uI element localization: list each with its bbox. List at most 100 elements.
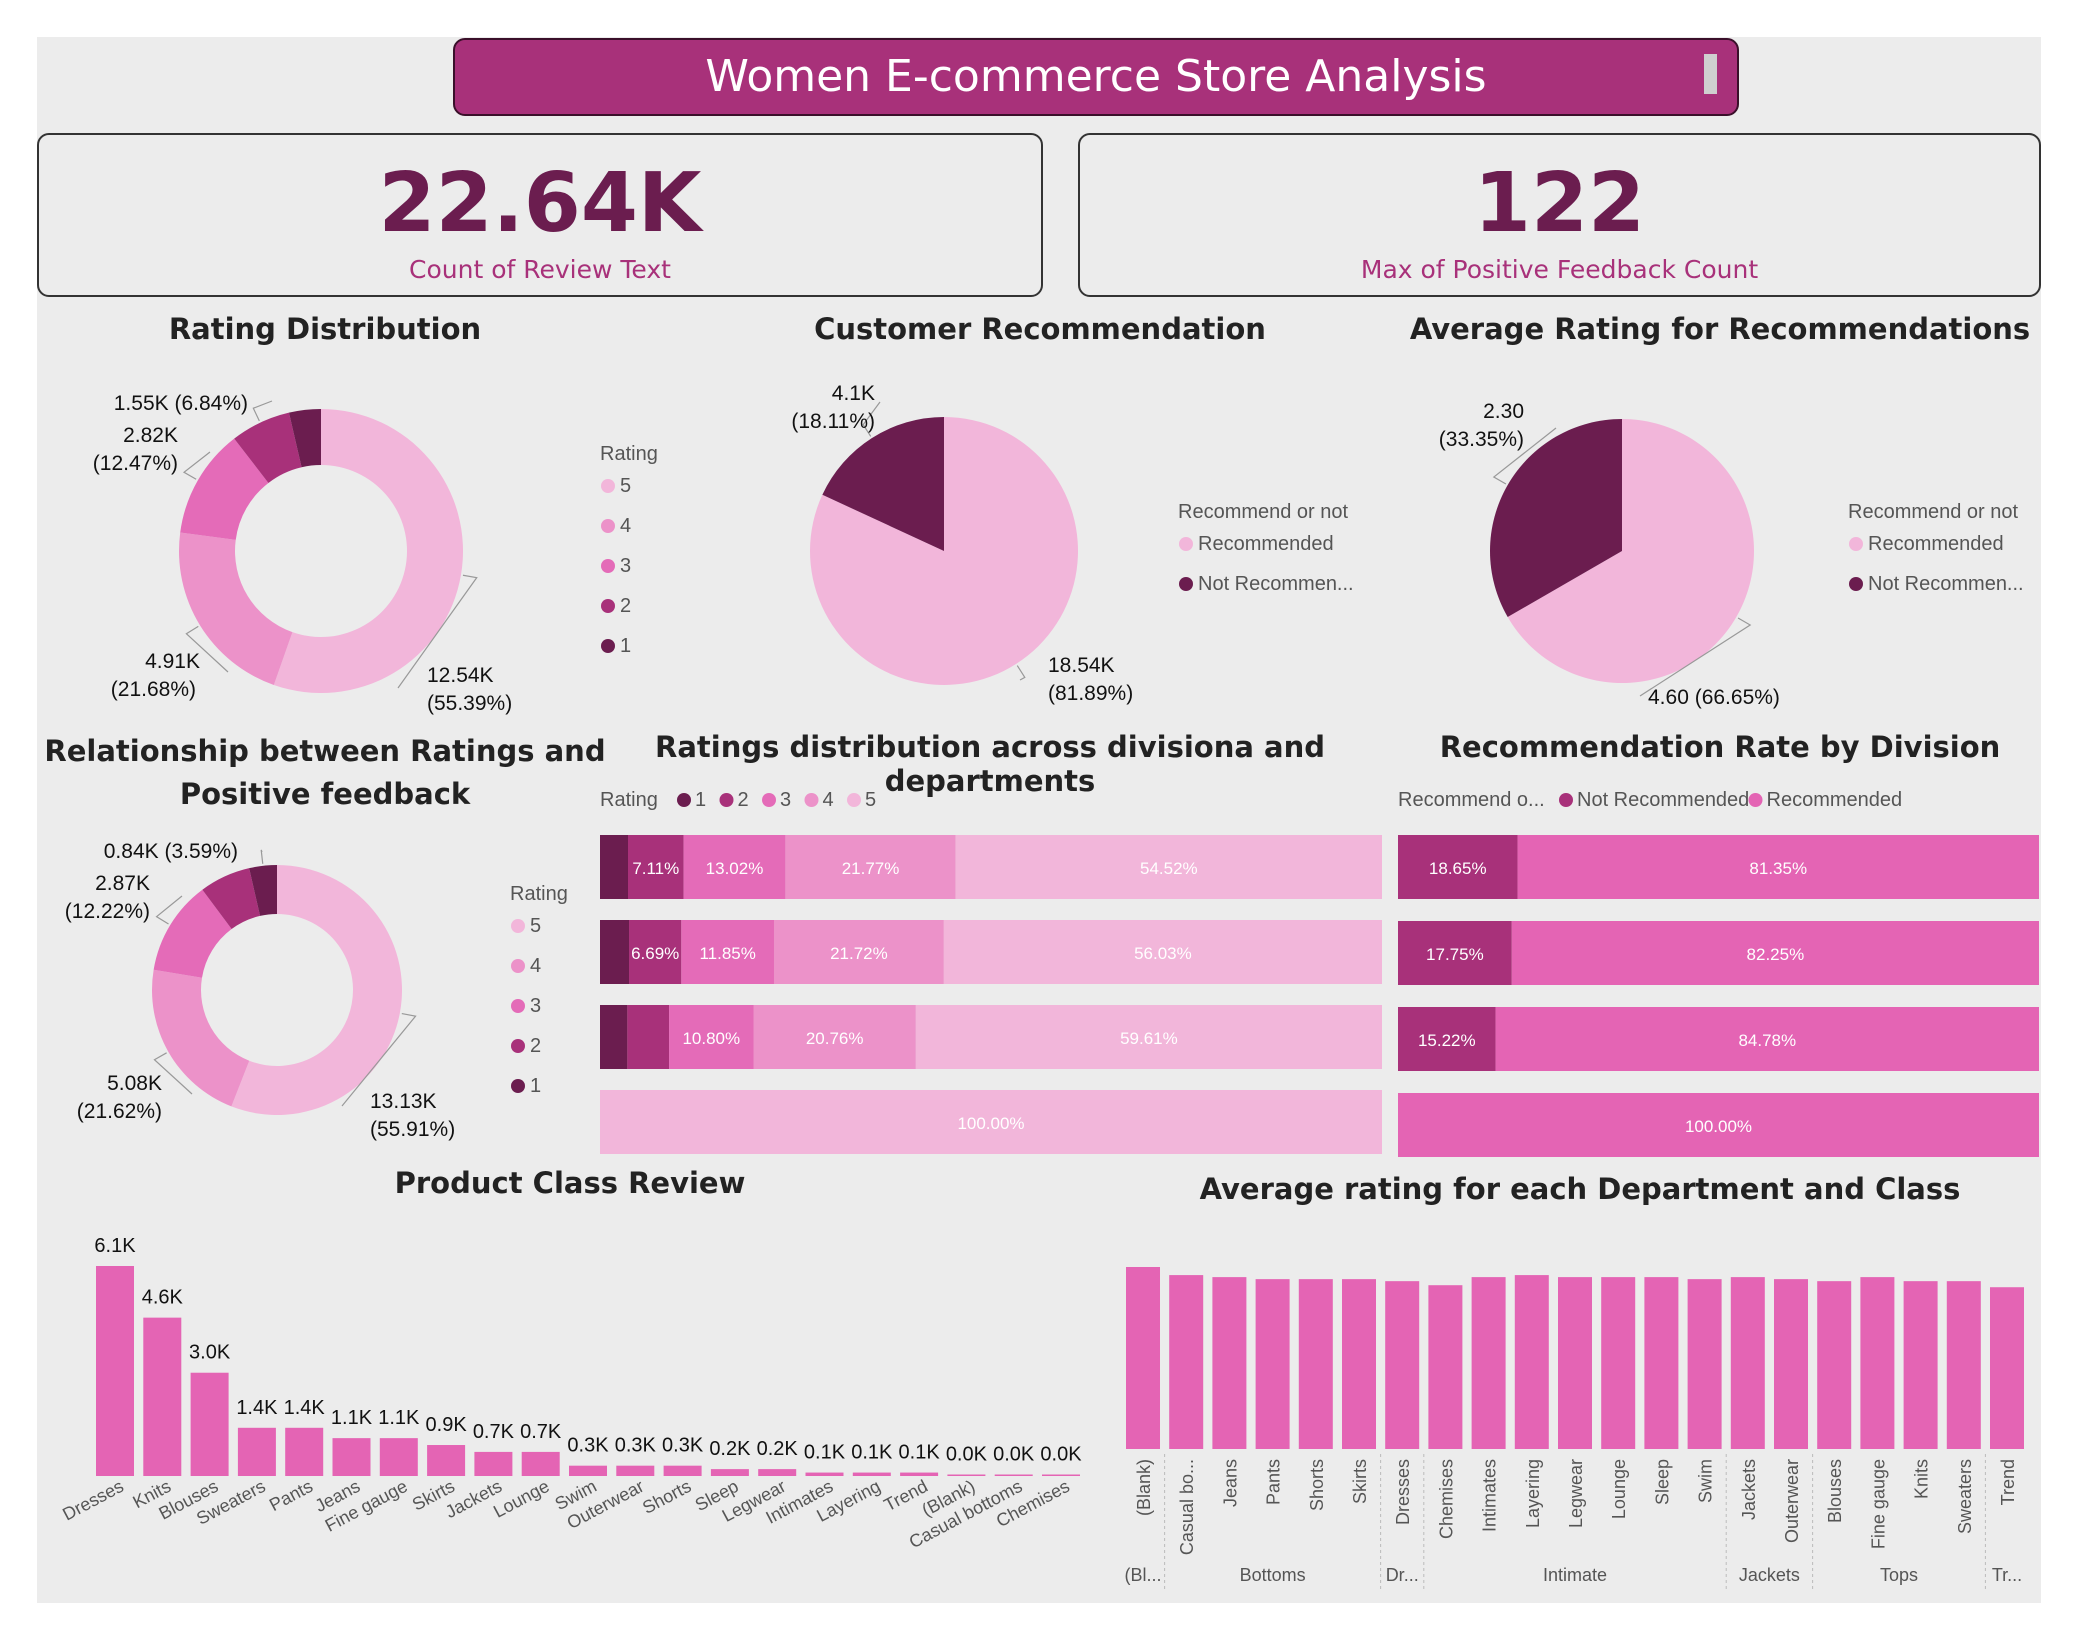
class-review-bar <box>852 1472 891 1476</box>
rating_feedback-leader-line <box>153 1052 193 1095</box>
ratings_div-legend-entry: 4 <box>823 789 834 811</box>
avg-dept-class-bar <box>1514 1275 1549 1449</box>
ratings_div-bar-segment <box>627 835 684 899</box>
cust_rec-legend-entry: Not Recommen... <box>1198 573 1354 595</box>
rec_div-segment-label: 18.65% <box>1429 859 1487 878</box>
rating_feedback-legend-swatch <box>511 919 525 933</box>
avg_rating_rec-data-label: 4.60 (66.65%) <box>1648 686 1780 709</box>
rating_feedback-legend-entry: 2 <box>530 1035 541 1057</box>
ratings_div-bar-segment <box>600 920 630 984</box>
class-review-value-label: 0.7K <box>473 1421 515 1443</box>
rating_feedback-legend-entry: 3 <box>530 995 541 1017</box>
avg-dept-class-bar <box>1903 1281 1938 1449</box>
rating_feedback-legend-entry: 1 <box>530 1075 541 1097</box>
avg-dept-class-category-label: Outerwear <box>1782 1459 1802 1543</box>
class-review-bar <box>379 1438 418 1476</box>
avg-dept-class-category-label: Lounge <box>1609 1459 1629 1519</box>
cust_rec-slice-not-recommended <box>822 417 944 551</box>
rating_dist-data-label: (21.68%) <box>111 678 196 701</box>
avg-dept-class-category-label: Sleep <box>1652 1459 1672 1505</box>
avg_rating_rec-data-label: (33.35%) <box>1439 428 1524 451</box>
class-review-bar <box>710 1469 749 1476</box>
avg-dept-class-bar <box>1774 1279 1808 1449</box>
kpi-value: 122 <box>1473 156 1646 251</box>
rating_dist-slice-1 <box>288 409 321 468</box>
title-scrollbar[interactable] <box>1704 54 1717 94</box>
ratings_div-bar-segment <box>600 1005 628 1069</box>
class-review-title: Product Class Review <box>394 1166 746 1200</box>
class-review-bar <box>332 1438 371 1476</box>
ratings_div-legend-entry: 5 <box>865 789 876 811</box>
kpi-card-review-count: 22.64K Count of Review Text <box>37 133 1043 297</box>
cust_rec-data-label: (18.11%) <box>791 410 875 433</box>
rating-feedback-title: Relationship between Ratings and Positiv… <box>40 730 610 816</box>
ratings_div-legend-swatch <box>847 793 861 807</box>
avg-dept-class-bar <box>1817 1281 1852 1449</box>
avg_rating_rec-legend-swatch <box>1849 577 1863 591</box>
cust_rec-slice-recommended <box>810 417 1078 685</box>
class-review-value-label: 0.1K <box>851 1442 893 1464</box>
avg-dept-class-bar <box>1730 1277 1765 1449</box>
rec_div-legend-swatch <box>1748 793 1763 807</box>
rating_dist-data-label: (12.47%) <box>93 452 178 475</box>
ratings_div-bar-segment <box>600 835 628 899</box>
rating_dist-slice-3 <box>180 438 269 540</box>
rec_div-bar-segment <box>1495 1007 2039 1071</box>
rec_div-legend-entry: Not Recommended <box>1577 789 1749 811</box>
avg-dept-class-category-label: Jackets <box>1739 1459 1759 1520</box>
class-review-bar <box>900 1472 939 1476</box>
ratings_div-legend-entry: 2 <box>738 789 749 811</box>
cust_rec-legend-entry: Recommended <box>1198 533 1334 555</box>
avg-dept-class-bar <box>1342 1279 1376 1449</box>
rating_feedback-legend-entry: 4 <box>530 955 541 977</box>
class-review-bar <box>663 1465 702 1476</box>
rating_dist-legend-swatch <box>601 599 615 613</box>
ratings_div-legend-swatch <box>677 793 691 807</box>
rating_dist-legend-title: Rating <box>600 443 658 465</box>
rec_div-bar-segment <box>1517 835 2039 899</box>
ratings_div-bar-segment <box>681 920 774 984</box>
class-review-bar <box>96 1266 134 1476</box>
ratings_div-legend-swatch <box>804 793 819 807</box>
rating-dist-title: Rating Distribution <box>168 312 482 346</box>
rec_div-segment-label: 81.35% <box>1749 859 1807 878</box>
avg-dept-class-category-label: Shorts <box>1307 1459 1327 1511</box>
rating_feedback-data-label: (21.62%) <box>77 1100 162 1123</box>
class-review-value-label: 6.1K <box>94 1235 136 1257</box>
rating_dist-leader-line <box>252 400 273 422</box>
rating_dist-legend-entry: 4 <box>620 515 631 537</box>
class-review-category-label: Dresses <box>59 1476 127 1525</box>
rating_feedback-leader-line <box>260 849 264 864</box>
class-review-value-label: 0.7K <box>520 1421 562 1443</box>
avg-dept-class-bar <box>1471 1277 1506 1449</box>
avg-dept-class-category-label: Layering <box>1523 1459 1543 1528</box>
class-review-value-label: 0.0K <box>993 1444 1035 1466</box>
avg-dept-class-category-label: Fine gauge <box>1868 1459 1888 1549</box>
class-review-bar <box>569 1465 607 1476</box>
ratings_div-bar-segment <box>943 920 1382 984</box>
ratings_div-segment-label: 7.11% <box>632 859 679 878</box>
avg_rating_rec-slice-recommended <box>1507 419 1754 683</box>
ratings_div-segment-label: 21.72% <box>830 944 888 963</box>
class-review-bar <box>190 1372 229 1476</box>
avg-dept-class-bar <box>1644 1277 1679 1449</box>
avg-rating-rec-title: Average Rating for Recommendations <box>1409 312 2031 346</box>
avg-dept-class-bar <box>1298 1279 1333 1449</box>
class-review-value-label: 1.1K <box>331 1407 373 1429</box>
avg-dept-class-bar <box>1169 1275 1204 1449</box>
avg-dept-class-bar <box>1990 1287 2024 1449</box>
class-review-value-label: 1.1K <box>378 1407 420 1429</box>
ratings_div-segment-label: 6.69% <box>631 944 679 963</box>
ratings_div-bar-segment <box>683 835 786 899</box>
class-review-bar <box>616 1465 655 1476</box>
rating_dist-legend-swatch <box>601 639 615 653</box>
rating_feedback-legend-title: Rating <box>510 883 568 905</box>
cust_rec-leader-line <box>1016 665 1026 681</box>
avg_rating_rec-slice-not-recommended <box>1489 419 1622 617</box>
rating_feedback-slice-5 <box>231 865 403 1116</box>
rating_dist-data-label: 4.91K <box>145 650 200 673</box>
ratings_div-legend-title: Rating <box>600 789 658 811</box>
avg-dept-class-bar <box>1601 1277 1636 1449</box>
avg_rating_rec-legend-title: Recommend or not <box>1848 501 2019 523</box>
